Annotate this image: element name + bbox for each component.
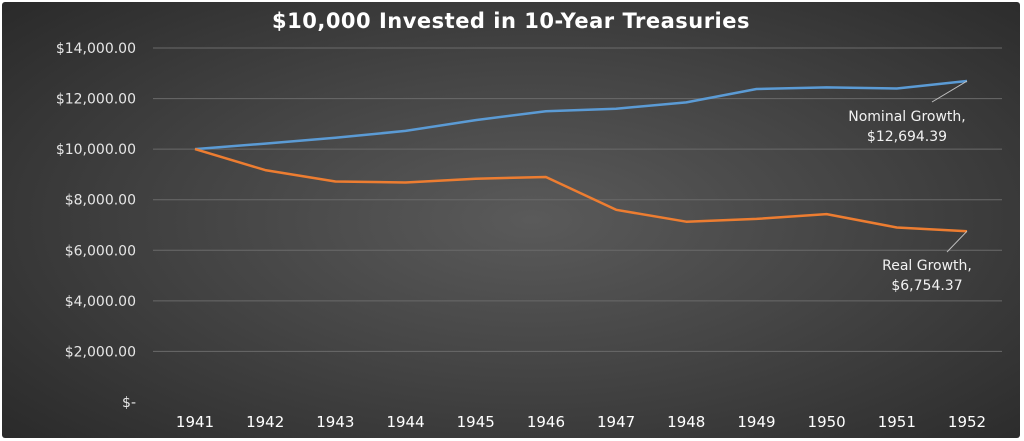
x-tick-label: 1943	[316, 413, 354, 431]
y-tick-label: $12,000.00	[56, 92, 136, 108]
chart-title: $10,000 Invested in 10-Year Treasuries	[272, 9, 750, 33]
y-tick-label: $4,000.00	[65, 294, 136, 310]
x-tick-label: 1951	[878, 413, 916, 431]
x-axis-tick-labels: 1941 1942 1943 1944 1945 1946 1947 1948 1949 1950…	[176, 413, 986, 431]
annotation-label-real: Real Growth,	[882, 258, 972, 274]
annotation-label-nominal: Nominal Growth,	[848, 109, 965, 125]
annotation-value-real: $6,754.37	[891, 278, 962, 294]
series-line-real	[194, 147, 968, 233]
x-tick-label: 1944	[386, 413, 424, 431]
y-tick-label: $14,000.00	[56, 41, 136, 57]
y-tick-label: $2,000.00	[65, 344, 136, 360]
gridlines	[153, 47, 1002, 352]
x-tick-label: 1947	[597, 413, 635, 431]
y-tick-label: $6,000.00	[65, 243, 136, 259]
x-tick-label: 1952	[948, 413, 986, 431]
annotation-leader-nominal	[931, 80, 968, 103]
x-tick-label: 1942	[246, 413, 284, 431]
series-line-nominal	[194, 79, 968, 151]
annotation-value-nominal: $12,694.39	[867, 129, 947, 145]
y-tick-label: $10,000.00	[56, 142, 136, 158]
y-axis-tick-labels: $- $2,000.00 $4,000.00 $6,000.00 $8,000.00 $1…	[56, 41, 136, 411]
x-tick-label: 1941	[176, 413, 214, 431]
x-tick-label: 1949	[737, 413, 775, 431]
x-tick-label: 1950	[808, 413, 846, 431]
y-tick-label: $-	[122, 395, 136, 411]
series-lines	[194, 79, 968, 233]
y-tick-label: $8,000.00	[65, 193, 136, 209]
annotation-leader-real	[946, 230, 968, 253]
x-tick-label: 1948	[667, 413, 705, 431]
x-tick-label: 1945	[457, 413, 495, 431]
annotations: Nominal Growth, $12,694.39 Real Growth, $6,…	[848, 80, 972, 294]
x-tick-label: 1946	[527, 413, 565, 431]
